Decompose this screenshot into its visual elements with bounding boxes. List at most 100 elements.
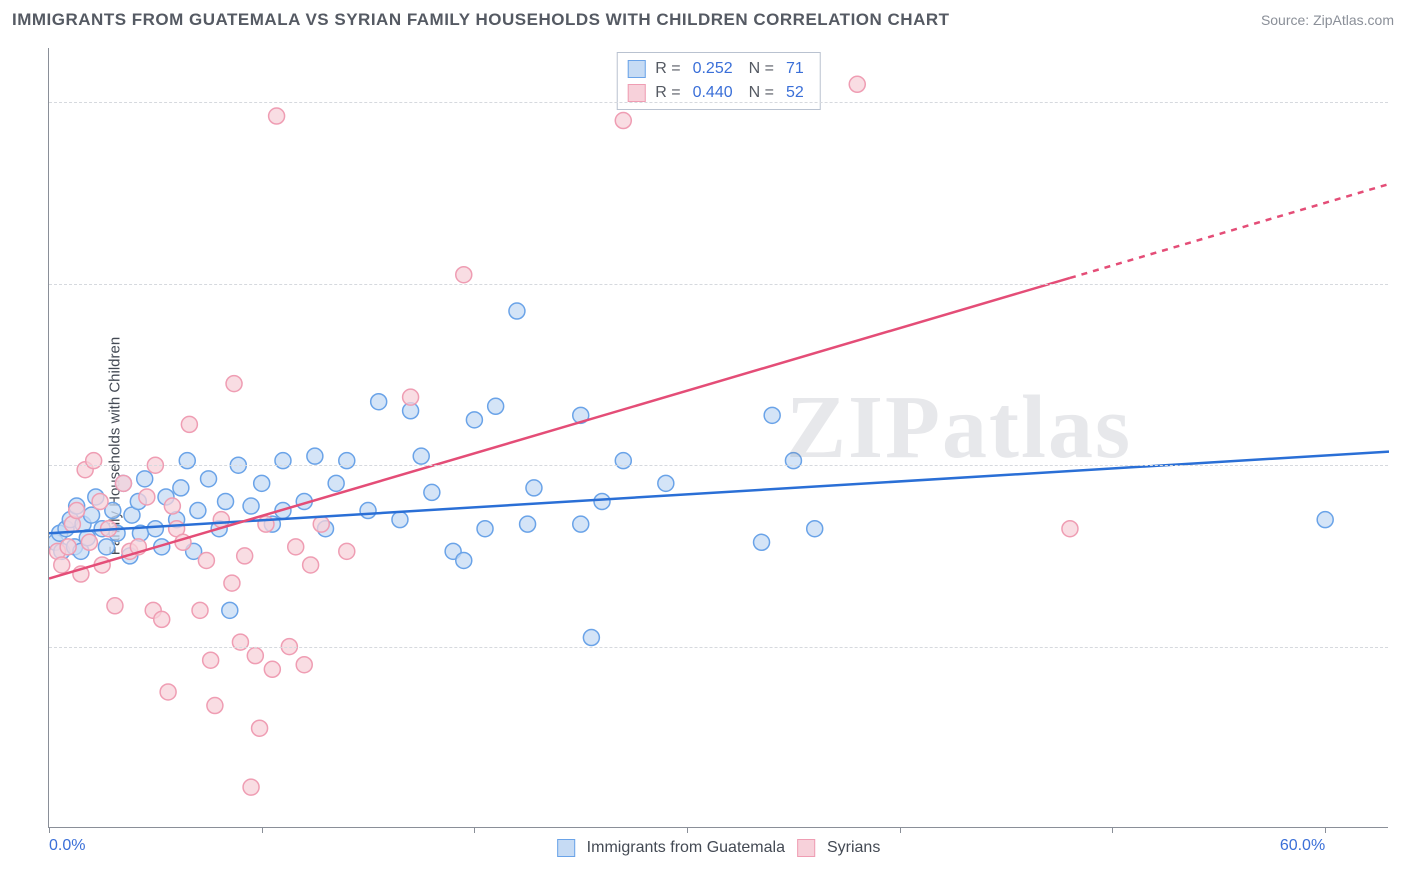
y-tick-label: 40.0%	[1398, 456, 1406, 474]
data-point-guatemala	[658, 475, 674, 491]
scatter-svg	[49, 48, 1389, 828]
data-point-guatemala	[573, 516, 589, 532]
data-point-guatemala	[201, 471, 217, 487]
source-attribution: Source: ZipAtlas.com	[1261, 12, 1394, 28]
data-point-syrians	[192, 602, 208, 618]
data-point-syrians	[181, 416, 197, 432]
data-point-syrians	[160, 684, 176, 700]
data-point-syrians	[86, 453, 102, 469]
data-point-syrians	[296, 657, 312, 673]
data-point-syrians	[456, 267, 472, 283]
data-point-syrians	[139, 489, 155, 505]
data-point-syrians	[115, 475, 131, 491]
data-point-syrians	[164, 498, 180, 514]
n-label: N =	[749, 84, 774, 102]
gridline-h	[49, 465, 1388, 466]
source-label: Source:	[1261, 12, 1313, 28]
legend-series: Immigrants from Guatemala Syrians	[557, 839, 881, 857]
data-point-guatemala	[392, 512, 408, 528]
data-point-syrians	[403, 389, 419, 405]
data-point-guatemala	[328, 475, 344, 491]
data-point-guatemala	[360, 503, 376, 519]
data-point-syrians	[247, 648, 263, 664]
data-point-syrians	[243, 779, 259, 795]
data-point-guatemala	[307, 448, 323, 464]
data-point-syrians	[339, 543, 355, 559]
data-point-syrians	[615, 113, 631, 129]
plot-area: ZIPatlas R = 0.252 N = 71 R = 0.440 N = …	[48, 48, 1388, 828]
data-point-syrians	[264, 661, 280, 677]
y-tick-label: 80.0%	[1398, 93, 1406, 111]
data-point-guatemala	[456, 552, 472, 568]
series-label-syrians: Syrians	[827, 839, 880, 857]
data-point-syrians	[252, 720, 268, 736]
r-label: R =	[655, 84, 680, 102]
data-point-guatemala	[179, 453, 195, 469]
data-point-syrians	[69, 503, 85, 519]
swatch-guatemala	[627, 60, 645, 78]
data-point-syrians	[107, 598, 123, 614]
swatch-syrians-bottom	[797, 839, 815, 857]
x-tick-label: 0.0%	[49, 837, 85, 855]
data-point-syrians	[92, 493, 108, 509]
data-point-syrians	[269, 108, 285, 124]
data-point-syrians	[232, 634, 248, 650]
y-tick-label: 20.0%	[1398, 638, 1406, 656]
legend-row-guatemala: R = 0.252 N = 71	[627, 57, 810, 81]
series-label-guatemala: Immigrants from Guatemala	[587, 839, 785, 857]
data-point-syrians	[1062, 521, 1078, 537]
data-point-guatemala	[594, 493, 610, 509]
data-point-syrians	[288, 539, 304, 555]
data-point-syrians	[237, 548, 253, 564]
data-point-guatemala	[218, 493, 234, 509]
data-point-syrians	[198, 552, 214, 568]
data-point-syrians	[81, 534, 97, 550]
x-tick	[49, 827, 50, 833]
trendline-syrians	[49, 278, 1070, 579]
data-point-guatemala	[413, 448, 429, 464]
data-point-guatemala	[98, 539, 114, 555]
data-point-syrians	[313, 516, 329, 532]
n-label: N =	[749, 60, 774, 78]
data-point-guatemala	[190, 503, 206, 519]
data-point-guatemala	[275, 453, 291, 469]
x-tick	[262, 827, 263, 833]
legend-row-syrians: R = 0.440 N = 52	[627, 81, 810, 105]
data-point-guatemala	[477, 521, 493, 537]
y-tick-label: 60.0%	[1398, 275, 1406, 293]
data-point-guatemala	[424, 484, 440, 500]
data-point-syrians	[224, 575, 240, 591]
data-point-guatemala	[615, 453, 631, 469]
trendline-guatemala	[49, 452, 1389, 534]
data-point-guatemala	[243, 498, 259, 514]
x-tick	[900, 827, 901, 833]
x-tick-label: 60.0%	[1280, 837, 1325, 855]
data-point-guatemala	[173, 480, 189, 496]
x-tick	[687, 827, 688, 833]
data-point-guatemala	[339, 453, 355, 469]
data-point-guatemala	[509, 303, 525, 319]
source-name: ZipAtlas.com	[1313, 12, 1394, 28]
data-point-guatemala	[147, 521, 163, 537]
data-point-syrians	[54, 557, 70, 573]
r-value-syrians: 0.440	[693, 84, 733, 102]
x-tick	[474, 827, 475, 833]
data-point-guatemala	[764, 407, 780, 423]
data-point-guatemala	[222, 602, 238, 618]
legend-stats: R = 0.252 N = 71 R = 0.440 N = 52	[616, 52, 821, 110]
r-label: R =	[655, 60, 680, 78]
data-point-guatemala	[520, 516, 536, 532]
data-point-guatemala	[137, 471, 153, 487]
r-value-guatemala: 0.252	[693, 60, 733, 78]
swatch-guatemala-bottom	[557, 839, 575, 857]
data-point-guatemala	[807, 521, 823, 537]
data-point-guatemala	[526, 480, 542, 496]
n-value-syrians: 52	[786, 84, 804, 102]
swatch-syrians	[627, 84, 645, 102]
data-point-syrians	[226, 376, 242, 392]
gridline-h	[49, 647, 1388, 648]
data-point-guatemala	[488, 398, 504, 414]
n-value-guatemala: 71	[786, 60, 804, 78]
chart-title: IMMIGRANTS FROM GUATEMALA VS SYRIAN FAMI…	[12, 10, 950, 29]
data-point-syrians	[60, 539, 76, 555]
